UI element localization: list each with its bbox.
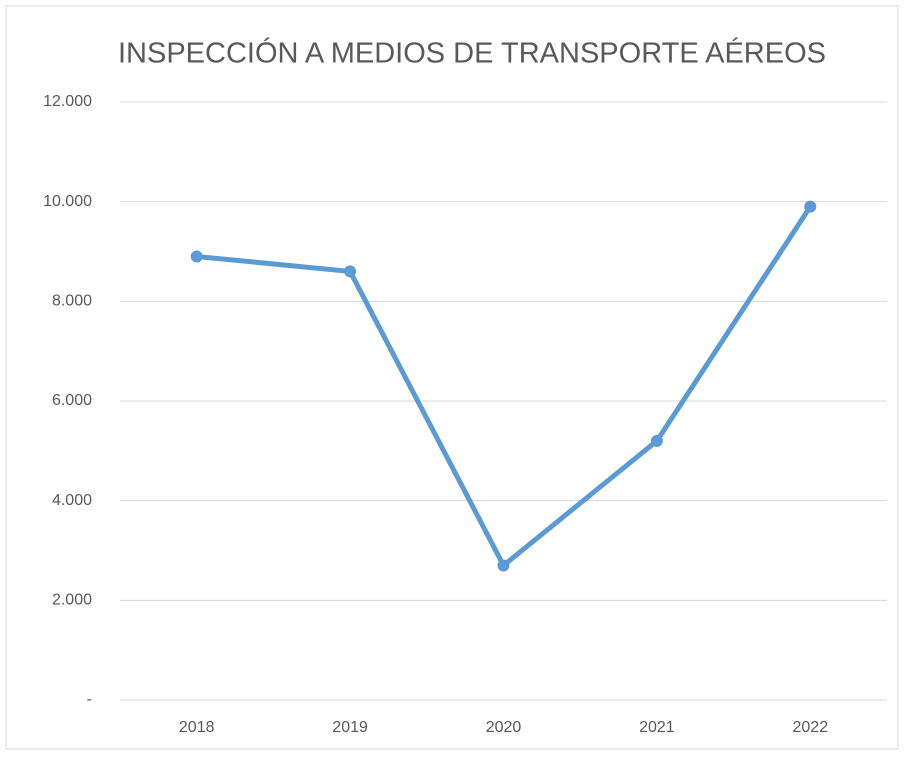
chart-border (5, 5, 899, 750)
y-tick-label: 8.000 (52, 293, 92, 310)
y-tick-label: 12.000 (43, 93, 92, 110)
point (804, 200, 817, 213)
point (497, 559, 510, 572)
x-tick-label: 2020 (486, 719, 522, 736)
x-tick-label: 2022 (793, 719, 829, 736)
chart-title: INSPECCIÓN A MEDIOS DE TRANSPORTE AÉREOS (118, 37, 826, 70)
x-tick-label: 2021 (639, 719, 675, 736)
y-tick-label: 2.000 (52, 592, 92, 609)
y-tick-label: 4.000 (52, 492, 92, 509)
y-tick-label: 10.000 (43, 193, 92, 210)
x-tick-label: 2019 (332, 719, 368, 736)
y-tick-label: 6.000 (52, 392, 92, 409)
x-tick-label: 2018 (179, 719, 215, 736)
point (190, 250, 203, 263)
point (344, 265, 357, 278)
y-tick-label: - (87, 691, 92, 708)
point (650, 434, 663, 447)
